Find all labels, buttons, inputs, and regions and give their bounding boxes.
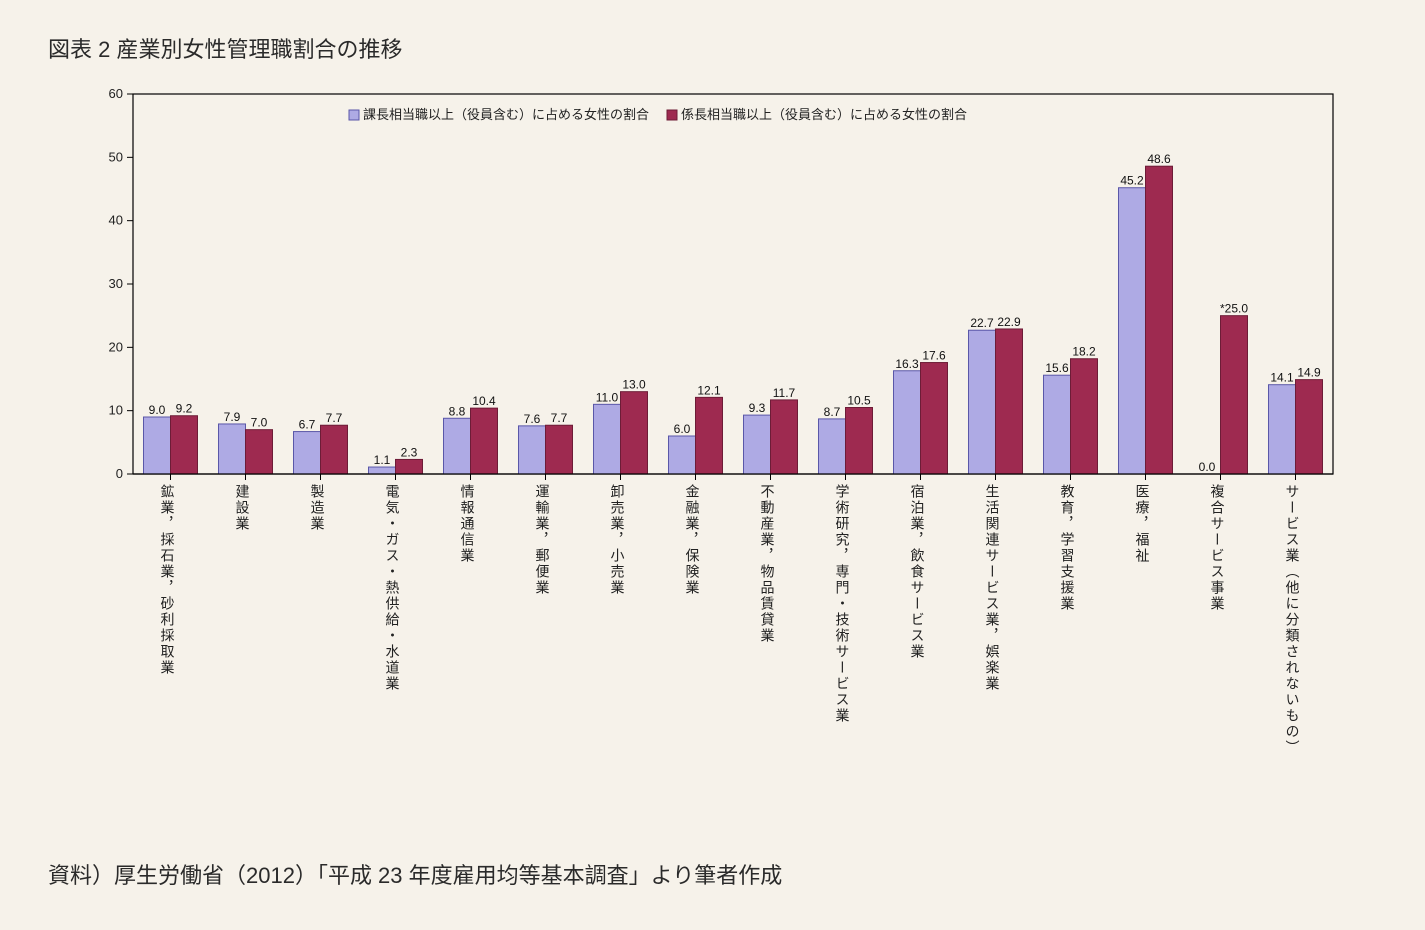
bar-label: 17.6 <box>922 349 946 363</box>
bar-series2 <box>696 397 723 474</box>
bar-label: 14.9 <box>1297 366 1321 380</box>
bar-series1 <box>819 419 846 474</box>
bar-series2 <box>1296 380 1323 474</box>
bar-label: 6.0 <box>674 422 691 436</box>
x-category-label: 宿泊業，飲食サービス業 <box>911 484 925 660</box>
bar-series1 <box>519 426 546 474</box>
bar-series1 <box>669 436 696 474</box>
bar-label: 12.1 <box>697 383 721 397</box>
svg-text:20: 20 <box>109 339 123 354</box>
bar-series2 <box>921 363 948 474</box>
bar-chart: 0 10 20 30 40 50 60 課長相当職以上（役員含む）に占める女性の割合 係長相当職… <box>48 84 1348 844</box>
bar-label: 7.0 <box>251 416 268 430</box>
bar-label: 7.7 <box>551 411 568 425</box>
svg-text:0: 0 <box>116 466 123 481</box>
bar-label: 11.0 <box>596 390 619 404</box>
x-category-label: 製造業 <box>311 484 325 532</box>
bar-label: 0.0 <box>1199 460 1216 474</box>
x-category-label: 情報通信業 <box>461 484 475 564</box>
x-category-label: 運輸業，郵便業 <box>536 484 550 596</box>
bar-series2 <box>321 425 348 474</box>
x-category-label: 金融業，保険業 <box>686 484 700 596</box>
bar-label: 2.3 <box>401 445 418 459</box>
x-category-label: 複合サービス事業 <box>1211 484 1225 612</box>
bar-label: 15.6 <box>1045 361 1069 375</box>
bar-label: 9.0 <box>149 403 166 417</box>
bar-series1 <box>969 330 996 474</box>
bar-series1 <box>594 404 621 474</box>
bar-series2 <box>621 392 648 474</box>
bar-series1 <box>1044 375 1071 474</box>
svg-text:30: 30 <box>109 276 123 291</box>
bar-label: 14.1 <box>1270 371 1294 385</box>
bar-series1 <box>444 418 471 474</box>
svg-text:係長相当職以上（役員含む）に占める女性の割合: 係長相当職以上（役員含む）に占める女性の割合 <box>681 107 967 122</box>
bar-label: 11.7 <box>773 386 796 400</box>
bar-label: 8.7 <box>824 405 841 419</box>
bar-series1 <box>744 415 771 474</box>
bar-label: 16.3 <box>895 357 919 371</box>
chart-title: 図表 2 産業別女性管理職割合の推移 <box>48 32 1377 64</box>
bar-label: 13.0 <box>622 378 646 392</box>
bar-series1 <box>144 417 171 474</box>
bar-label: 9.3 <box>749 401 766 415</box>
bar-series2 <box>171 416 198 474</box>
bar-label: 1.1 <box>374 453 391 467</box>
bar-series2 <box>1146 166 1173 474</box>
source-citation: 資料）厚生労働省（2012）「平成 23 年度雇用均等基本調査」より筆者作成 <box>48 858 1377 890</box>
bar-label: 45.2 <box>1120 174 1144 188</box>
x-category-label: 教育，学習支援業 <box>1061 484 1075 612</box>
bar-series2 <box>1221 316 1248 474</box>
x-category-label: 卸売業，小売業 <box>611 484 625 596</box>
bar-label: 22.9 <box>997 315 1021 329</box>
x-category-label: サービス業（他に分類されないもの） <box>1286 484 1300 756</box>
svg-text:10: 10 <box>109 403 123 418</box>
bar-label: 10.4 <box>472 394 496 408</box>
bar-label: 7.7 <box>326 411 343 425</box>
svg-text:課長相当職以上（役員含む）に占める女性の割合: 課長相当職以上（役員含む）に占める女性の割合 <box>363 107 649 122</box>
bar-label: 6.7 <box>299 418 316 432</box>
bar-series1 <box>1119 188 1146 474</box>
bar-label: 9.2 <box>176 402 193 416</box>
x-category-label: 生活関連サービス業，娯楽業 <box>986 484 1000 692</box>
svg-text:50: 50 <box>109 149 123 164</box>
bar-label: 7.6 <box>524 412 541 426</box>
x-category-label: 学術研究，専門・技術サービス業 <box>836 484 850 724</box>
bar-series2 <box>546 425 573 474</box>
bar-series1 <box>1269 385 1296 474</box>
bar-series2 <box>471 408 498 474</box>
bar-series2 <box>846 408 873 475</box>
bar-series1 <box>219 424 246 474</box>
bar-label: *25.0 <box>1220 302 1248 316</box>
bar-series1 <box>369 467 396 474</box>
bar-label: 22.7 <box>970 316 994 330</box>
bar-label: 18.2 <box>1072 345 1096 359</box>
bar-label: 48.6 <box>1147 152 1171 166</box>
bar-label: 8.8 <box>449 404 466 418</box>
bar-series2 <box>396 459 423 474</box>
bar-series2 <box>996 329 1023 474</box>
x-category-label: 建設業 <box>236 484 250 532</box>
svg-text:60: 60 <box>109 86 123 101</box>
bar-series2 <box>771 400 798 474</box>
x-category-label: 鉱業，採石業，砂利採取業 <box>161 484 175 676</box>
bar-series2 <box>1071 359 1098 474</box>
bar-series1 <box>894 371 921 474</box>
x-category-label: 電気・ガス・熱供給・水道業 <box>386 484 400 692</box>
bar-label: 7.9 <box>224 410 241 424</box>
bar-series1 <box>294 432 321 474</box>
bar-label: 10.5 <box>847 394 871 408</box>
x-category-label: 医療，福祉 <box>1136 484 1150 564</box>
bar-series2 <box>246 430 273 474</box>
x-category-label: 不動産業，物品賃貸業 <box>761 484 775 644</box>
chart-container: 0 10 20 30 40 50 60 課長相当職以上（役員含む）に占める女性の割合 係長相当職… <box>48 84 1348 844</box>
svg-text:40: 40 <box>109 213 123 228</box>
